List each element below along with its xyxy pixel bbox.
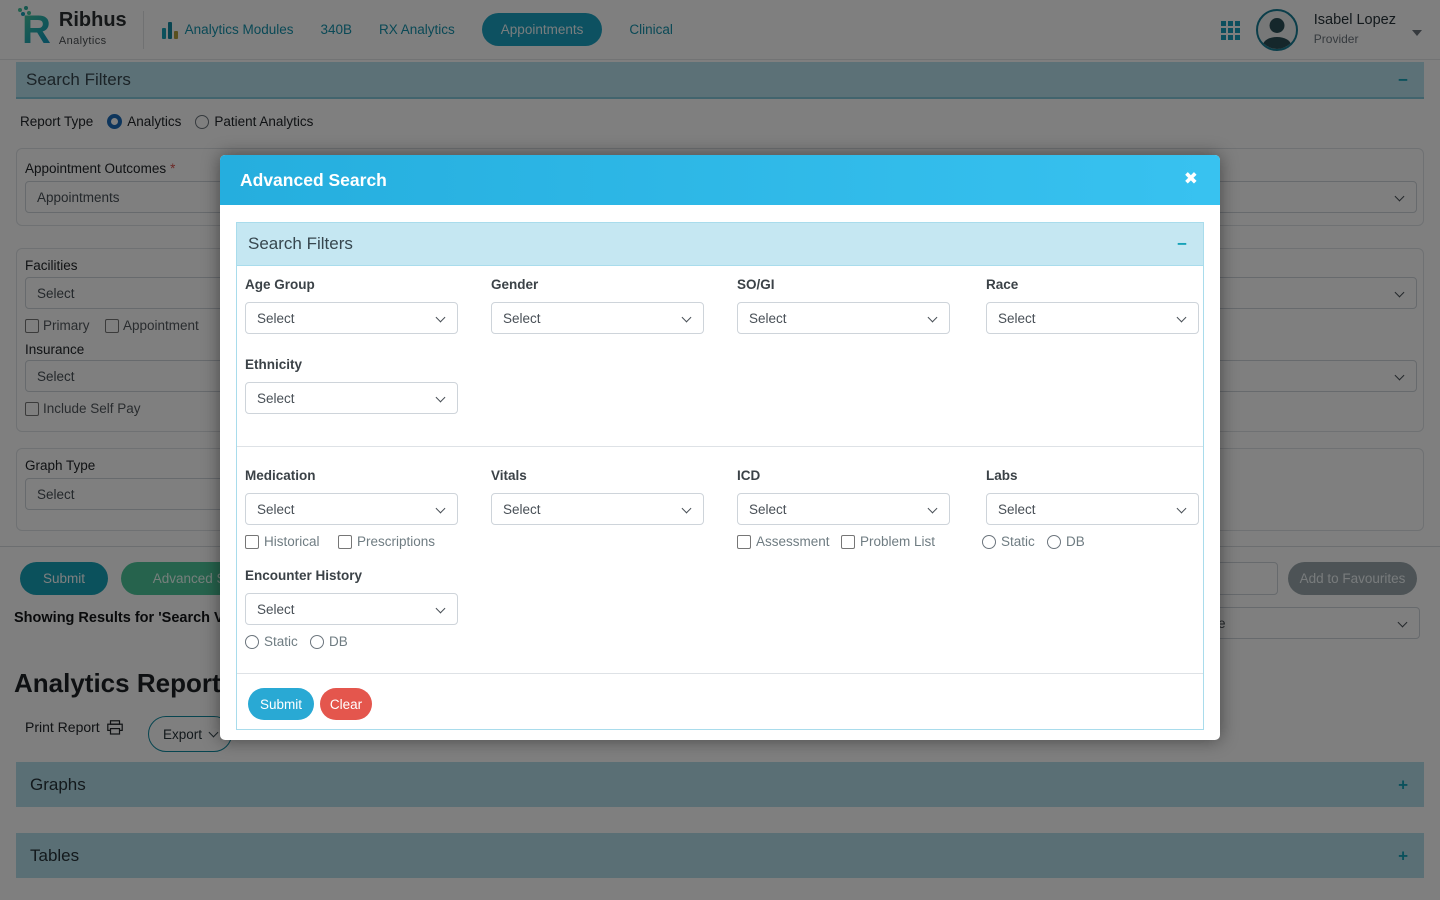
age-group-label: Age Group [245, 277, 315, 292]
radio-label: Static [1001, 534, 1035, 549]
icd-select[interactable]: Select [737, 493, 950, 525]
encounter-history-label: Encounter History [245, 568, 363, 583]
checkbox-label: Problem List [860, 534, 936, 549]
vitals-label: Vitals [491, 468, 527, 483]
medication-label: Medication [245, 468, 316, 483]
labs-label: Labs [986, 468, 1018, 483]
radio[interactable] [310, 634, 324, 649]
checkbox-label: Assessment [756, 534, 830, 549]
radio[interactable] [982, 534, 996, 549]
select-value: Select [998, 310, 1036, 326]
modal-title: Advanced Search [240, 169, 387, 190]
chevron-down-icon [681, 312, 692, 323]
vitals-select[interactable]: Select [491, 493, 704, 525]
select-value: Select [257, 390, 295, 406]
radio-label: DB [329, 634, 348, 649]
encounter-history-select[interactable]: Select [245, 593, 458, 625]
divider [237, 446, 1203, 447]
chevron-down-icon [1176, 312, 1187, 323]
sogi-label: SO/GI [737, 277, 775, 292]
checkbox-label: Historical [264, 534, 320, 549]
race-select[interactable]: Select [986, 302, 1199, 334]
advanced-search-modal: Advanced Search ✖ Search Filters − Age G… [220, 155, 1220, 740]
gender-select[interactable]: Select [491, 302, 704, 334]
icd-label: ICD [737, 468, 761, 483]
radio-label: DB [1066, 534, 1085, 549]
select-value: Select [257, 501, 295, 517]
checkbox[interactable] [737, 534, 751, 549]
encounter-static-radio[interactable]: Static [245, 634, 298, 649]
collapse-minus-icon[interactable]: − [1177, 234, 1187, 254]
checkbox[interactable] [245, 534, 259, 549]
modal-header: Advanced Search ✖ [220, 155, 1220, 205]
labs-select[interactable]: Select [986, 493, 1199, 525]
modal-search-filters-card: Search Filters − Age Group Select Gender… [236, 222, 1204, 730]
select-value: Select [998, 501, 1036, 517]
chevron-down-icon [927, 503, 938, 514]
modal-clear-button[interactable]: Clear [320, 688, 372, 720]
modal-section-title: Search Filters [248, 234, 353, 253]
divider [237, 673, 1203, 674]
gender-label: Gender [491, 277, 539, 292]
assessment-check[interactable]: Assessment [737, 534, 830, 549]
checkbox[interactable] [338, 534, 352, 549]
checkbox[interactable] [841, 534, 855, 549]
prescriptions-check[interactable]: Prescriptions [338, 534, 435, 549]
age-group-select[interactable]: Select [245, 302, 458, 334]
close-icon[interactable]: ✖ [1183, 169, 1198, 189]
select-value: Select [257, 310, 295, 326]
modal-submit-button[interactable]: Submit [248, 688, 314, 720]
sogi-select[interactable]: Select [737, 302, 950, 334]
historical-check[interactable]: Historical [245, 534, 320, 549]
race-label: Race [986, 277, 1019, 292]
modal-section-header[interactable]: Search Filters − [237, 223, 1203, 266]
chevron-down-icon [681, 503, 692, 514]
select-value: Select [749, 501, 787, 517]
chevron-down-icon [435, 312, 446, 323]
select-value: Select [749, 310, 787, 326]
problem-list-check[interactable]: Problem List [841, 534, 935, 549]
encounter-db-radio[interactable]: DB [310, 634, 348, 649]
select-value: Select [257, 601, 295, 617]
labs-static-radio[interactable]: Static [982, 534, 1035, 549]
chevron-down-icon [435, 603, 446, 614]
radio-label: Static [264, 634, 298, 649]
medication-select[interactable]: Select [245, 493, 458, 525]
chevron-down-icon [927, 312, 938, 323]
chevron-down-icon [435, 503, 446, 514]
radio[interactable] [1047, 534, 1061, 549]
ethnicity-select[interactable]: Select [245, 382, 458, 414]
select-value: Select [503, 310, 541, 326]
select-value: Select [503, 501, 541, 517]
labs-db-radio[interactable]: DB [1047, 534, 1085, 549]
ethnicity-label: Ethnicity [245, 357, 303, 372]
radio[interactable] [245, 634, 259, 649]
chevron-down-icon [1176, 503, 1187, 514]
checkbox-label: Prescriptions [357, 534, 436, 549]
chevron-down-icon [435, 392, 446, 403]
